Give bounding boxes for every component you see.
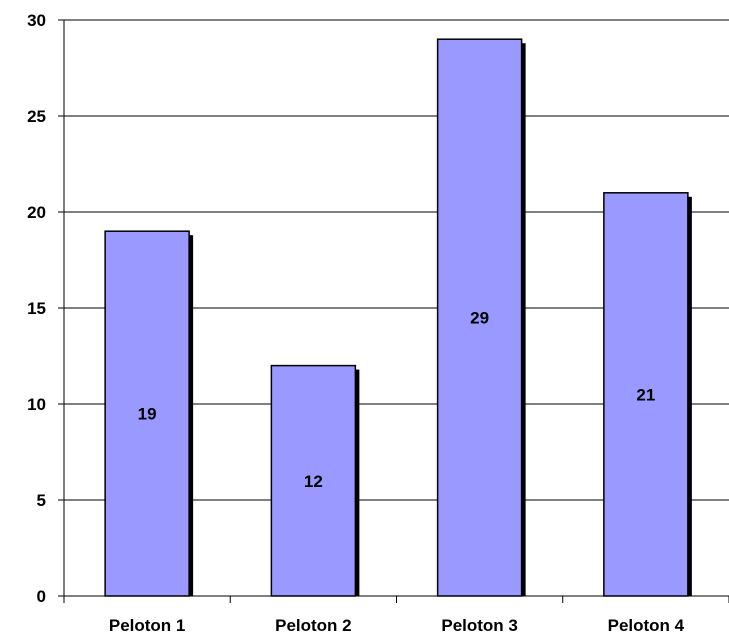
y-tick-label: 15 bbox=[27, 299, 46, 318]
bars bbox=[104, 38, 692, 597]
category-label: Peloton 4 bbox=[608, 616, 685, 635]
y-tick-label: 25 bbox=[27, 107, 46, 126]
category-label: Peloton 2 bbox=[275, 616, 352, 635]
category-label: Peloton 1 bbox=[109, 616, 186, 635]
y-tick-label: 0 bbox=[37, 587, 46, 606]
bar-peloton-2 bbox=[270, 364, 357, 597]
y-tick-label: 5 bbox=[37, 491, 46, 510]
bar-peloton-3 bbox=[436, 38, 523, 597]
data-label: 21 bbox=[636, 385, 655, 404]
data-label: 12 bbox=[304, 472, 323, 491]
y-tick-label: 30 bbox=[27, 11, 46, 30]
bar-peloton-4 bbox=[603, 192, 689, 597]
y-tick-label: 20 bbox=[27, 203, 46, 222]
data-label: 19 bbox=[138, 405, 157, 424]
category-label: Peloton 3 bbox=[441, 616, 518, 635]
y-tick-label: 10 bbox=[27, 395, 46, 414]
labels: 0 5 10 15 20 25 30 19 Peloton 1 12 Peloton 2 29 Pelo… bbox=[27, 11, 685, 635]
data-label: 29 bbox=[470, 309, 489, 328]
bar-peloton-1 bbox=[104, 230, 190, 597]
